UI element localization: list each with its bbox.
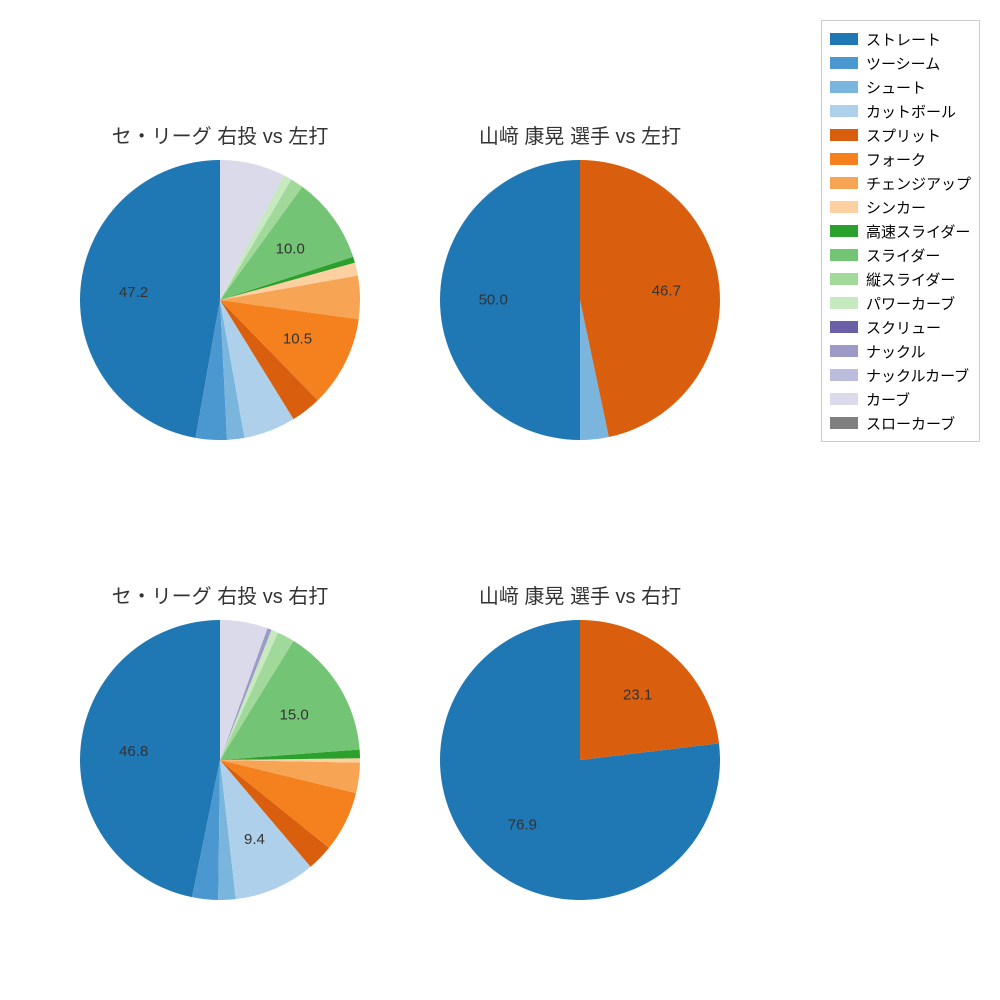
legend-swatch — [830, 105, 858, 117]
pie-slice-label: 47.2 — [119, 284, 148, 301]
legend-label: ストレート — [866, 29, 941, 50]
legend-item: ツーシーム — [830, 51, 971, 75]
legend-swatch — [830, 225, 858, 237]
legend-swatch — [830, 393, 858, 405]
pie-top-right: 50.0 46.7 — [400, 120, 760, 480]
legend-swatch — [830, 345, 858, 357]
legend-label: カーブ — [866, 389, 910, 410]
legend-label: ツーシーム — [866, 53, 940, 74]
legend-item: シュート — [830, 75, 971, 99]
pie-slice-label: 46.7 — [652, 283, 681, 300]
legend-item: スクリュー — [830, 315, 971, 339]
pie-slice-label: 10.5 — [283, 331, 312, 348]
pie-slice-label: 46.8 — [119, 743, 148, 760]
pie-slice-label: 23.1 — [623, 687, 652, 704]
legend-item: カーブ — [830, 387, 971, 411]
legend-swatch — [830, 417, 858, 429]
legend-item: パワーカーブ — [830, 291, 971, 315]
pie-top-left: 47.2 10.5 10.0 — [40, 120, 400, 480]
pie-bottom-left: 46.8 9.4 15.0 — [40, 580, 400, 940]
legend-item: スローカーブ — [830, 411, 971, 435]
legend-swatch — [830, 177, 858, 189]
legend-label: ナックルカーブ — [866, 365, 969, 386]
pie-slice-label: 76.9 — [508, 816, 537, 833]
legend-swatch — [830, 201, 858, 213]
legend-swatch — [830, 57, 858, 69]
legend-item: 縦スライダー — [830, 267, 971, 291]
legend-item: シンカー — [830, 195, 971, 219]
legend-item: ナックル — [830, 339, 971, 363]
legend-label: スライダー — [866, 245, 940, 266]
pie-slice — [440, 160, 580, 440]
legend-item: チェンジアップ — [830, 171, 971, 195]
legend-item: スプリット — [830, 123, 971, 147]
legend-swatch — [830, 369, 858, 381]
legend-label: パワーカーブ — [866, 293, 955, 314]
legend-item: カットボール — [830, 99, 971, 123]
legend-swatch — [830, 321, 858, 333]
pie-slice-label: 15.0 — [280, 706, 309, 723]
legend-item: フォーク — [830, 147, 971, 171]
pie-slice-label: 50.0 — [479, 292, 508, 309]
legend-item: ナックルカーブ — [830, 363, 971, 387]
legend-label: ナックル — [866, 341, 926, 362]
legend-swatch — [830, 33, 858, 45]
legend-swatch — [830, 153, 858, 165]
legend-label: スローカーブ — [866, 413, 955, 434]
legend-label: スクリュー — [866, 317, 941, 338]
legend-label: カットボール — [866, 101, 956, 122]
pie-slice-label: 10.0 — [276, 240, 305, 257]
legend-item: 高速スライダー — [830, 219, 971, 243]
legend-label: シンカー — [866, 197, 926, 218]
pie-bottom-right: 76.9 23.1 — [400, 580, 760, 940]
legend-swatch — [830, 273, 858, 285]
legend-swatch — [830, 249, 858, 261]
legend-label: フォーク — [866, 149, 926, 170]
legend-swatch — [830, 81, 858, 93]
legend-swatch — [830, 129, 858, 141]
legend-label: シュート — [866, 77, 926, 98]
legend-label: チェンジアップ — [866, 173, 971, 194]
pie-slice — [580, 160, 720, 437]
legend-swatch — [830, 297, 858, 309]
legend-item: スライダー — [830, 243, 971, 267]
pie-slice — [80, 160, 220, 438]
pie-slice — [80, 620, 220, 897]
pie-slice-label: 9.4 — [244, 831, 265, 848]
legend: ストレートツーシームシュートカットボールスプリットフォークチェンジアップシンカー… — [821, 20, 980, 442]
legend-label: スプリット — [866, 125, 941, 146]
chart-stage: セ・リーグ 右投 vs 左打 山﨑 康晃 選手 vs 左打 セ・リーグ 右投 v… — [0, 0, 1000, 1000]
legend-label: 高速スライダー — [866, 221, 970, 242]
legend-label: 縦スライダー — [866, 269, 955, 290]
legend-item: ストレート — [830, 27, 971, 51]
